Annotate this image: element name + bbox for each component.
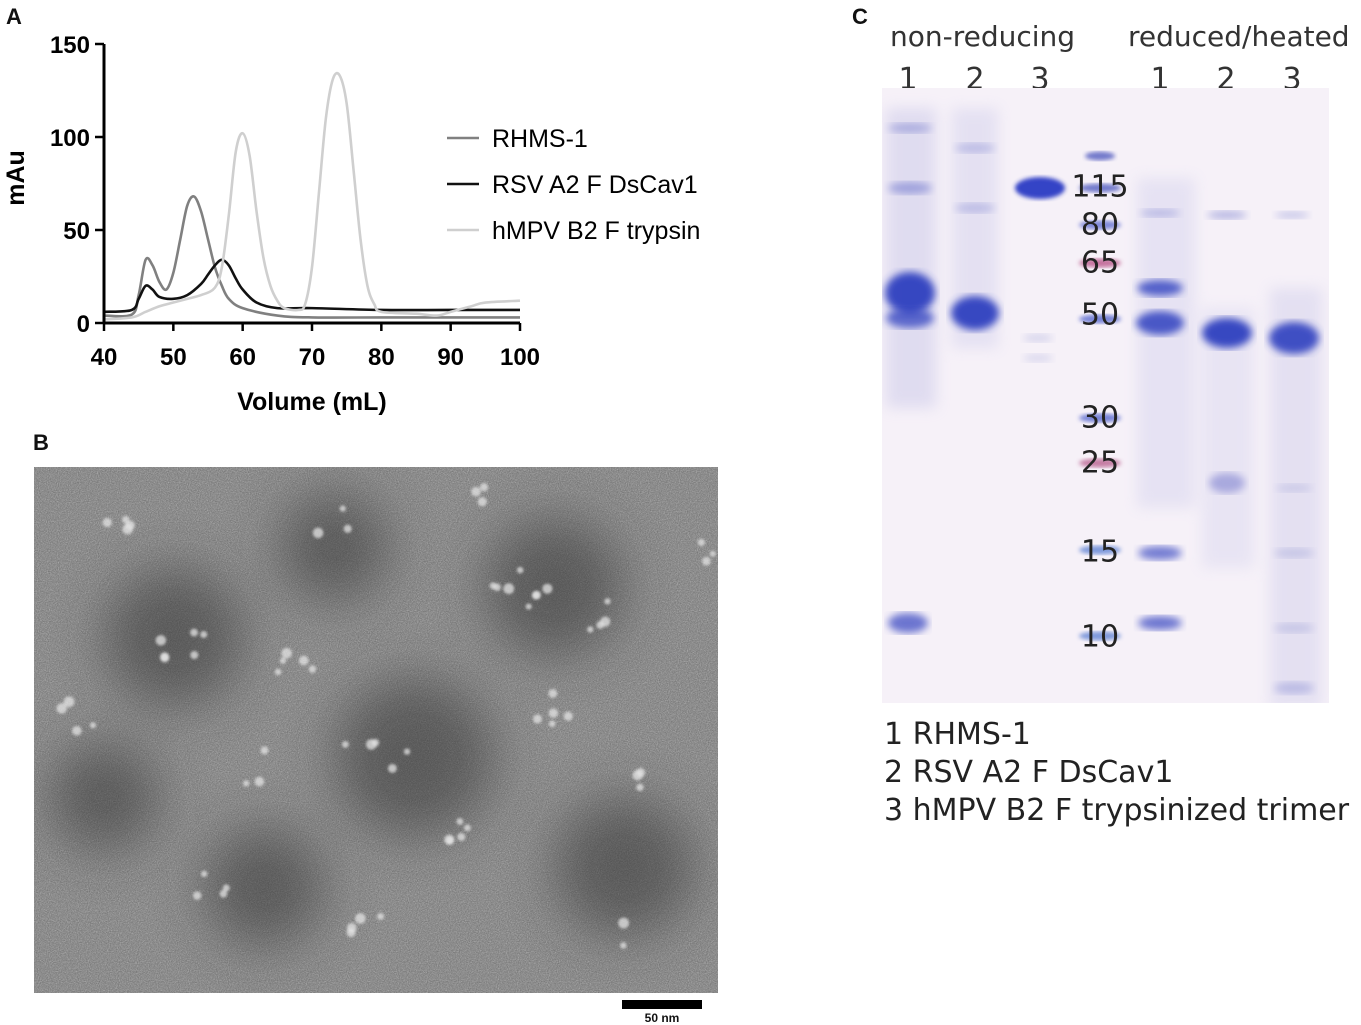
legend-label: RSV A2 F DsCav1: [492, 171, 698, 199]
gel-band: [1138, 616, 1182, 630]
gel-header-reduced: reduced/heated: [1128, 20, 1350, 53]
gel-band: [1079, 220, 1121, 230]
gel-image: [882, 88, 1329, 703]
gel-header-non-reducing: non-reducing: [890, 20, 1076, 53]
gel-legend-item: 3 hMPV B2 F trypsinized trimer: [884, 793, 1350, 828]
gel-band: [1275, 211, 1309, 219]
gel-band: [888, 613, 928, 633]
y-tick-label: 50: [63, 218, 90, 245]
x-tick-label: 50: [160, 344, 187, 371]
chart-series-line: [103, 195, 520, 319]
y-tick-group: 0 50 100 150: [50, 32, 104, 338]
gel-band: [1137, 280, 1183, 296]
x-tick-label: 100: [500, 344, 540, 371]
gel-band: [955, 203, 995, 213]
gel-band: [1209, 473, 1245, 493]
gel-band: [1085, 151, 1115, 161]
gel-band: [1079, 458, 1121, 468]
gel-band: [1207, 211, 1247, 219]
x-axis-label: Volume (mL): [237, 388, 387, 416]
gel-band: [1269, 322, 1319, 354]
y-tick-label: 0: [77, 311, 90, 338]
gel-band: [1079, 545, 1121, 555]
y-tick-label: 150: [50, 32, 90, 59]
mw-marker-label: 30: [1080, 400, 1120, 436]
gel-bands: [885, 123, 1319, 694]
gel-band: [885, 272, 935, 314]
gel-band: [1274, 623, 1314, 633]
gel-band: [888, 123, 932, 133]
gel-band: [888, 182, 932, 194]
gel-band: [951, 296, 999, 330]
gel-band: [955, 143, 995, 153]
mw-marker-label: 115: [1071, 169, 1129, 205]
gel-band: [1079, 631, 1121, 641]
lane-smears: [886, 108, 1322, 703]
chart-series-group: [103, 71, 521, 321]
em-micrograph: [34, 467, 718, 993]
x-tick-label: 60: [229, 344, 256, 371]
mw-marker-label: 15: [1080, 534, 1120, 570]
mw-marker-label: 50: [1080, 297, 1120, 333]
scale-bar: [622, 1000, 702, 1009]
x-tick-label: 80: [368, 344, 395, 371]
x-tick-label: 40: [91, 344, 118, 371]
gel-band: [1079, 183, 1121, 193]
x-tick-group: 40 50 60 70 80 90 100: [91, 323, 540, 371]
em-dark-regions: [49, 492, 694, 947]
gel-band: [886, 308, 934, 328]
em-particles: [56, 483, 716, 949]
mw-marker-label: 65: [1080, 245, 1120, 281]
gel-band: [1202, 318, 1252, 348]
chart-series-line: [103, 258, 520, 314]
mw-marker-label: 80: [1080, 207, 1120, 243]
gel-band: [1274, 682, 1314, 694]
chart-legend: RHMS-1 RSV A2 F DsCav1 hMPV B2 F trypsin: [447, 125, 700, 245]
gel-band: [1015, 177, 1065, 199]
gel-band: [1136, 311, 1184, 335]
x-tick-label: 70: [299, 344, 326, 371]
gel-band: [1023, 354, 1053, 362]
scale-bar-label: 50 nm: [644, 1011, 680, 1025]
chart-series-line: [103, 71, 521, 321]
legend-label: RHMS-1: [492, 125, 588, 153]
panel-label-b: B: [33, 430, 49, 455]
gel-legend-item: 2 RSV A2 F DsCav1: [884, 755, 1174, 790]
chromatogram-chart: 40 50 60 70 80 90 100 0 50 100 150 Volume (mL) mA…: [2, 32, 700, 416]
gel-band: [1140, 209, 1180, 217]
gel-band: [1276, 484, 1312, 492]
gel-lane-legend: 1 RHMS-1 2 RSV A2 F DsCav1 3 hMPV B2 F t…: [884, 716, 1349, 830]
gel-band: [1023, 334, 1053, 342]
legend-label: hMPV B2 F trypsin: [492, 217, 700, 245]
panel-label-c: C: [852, 4, 868, 29]
gel-band: [1079, 258, 1121, 268]
gel-band: [1079, 314, 1121, 324]
x-tick-label: 90: [437, 344, 464, 371]
mw-marker-label: 10: [1080, 619, 1120, 655]
gel-band: [1274, 548, 1314, 558]
y-axis-label: mAu: [2, 150, 30, 206]
gel-band: [1079, 413, 1121, 423]
gel-legend-item: 1 RHMS-1: [884, 717, 1031, 752]
y-tick-label: 100: [50, 125, 90, 152]
panel-label-a: A: [6, 4, 22, 29]
mw-marker-label: 25: [1080, 445, 1120, 481]
gel-band: [1138, 546, 1182, 560]
